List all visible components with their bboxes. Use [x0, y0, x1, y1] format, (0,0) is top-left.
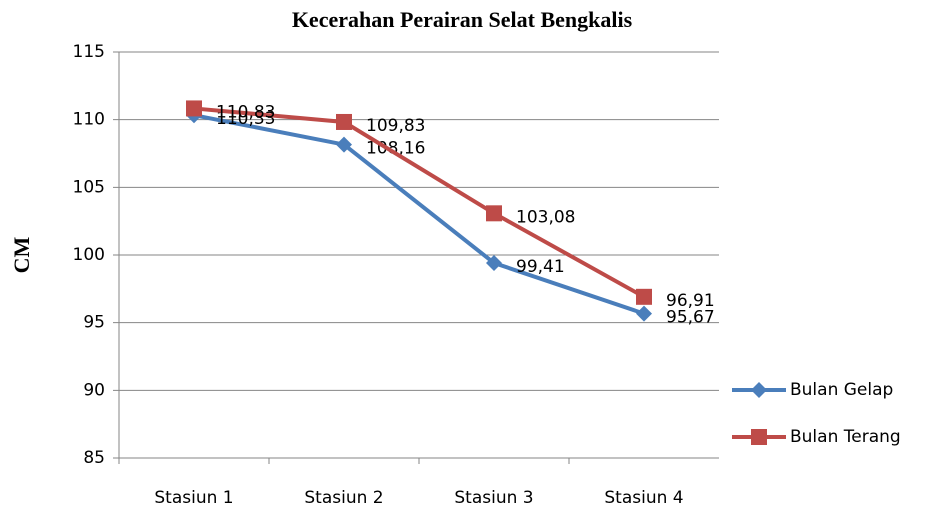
marker	[486, 254, 502, 271]
y-tick-label: 115	[73, 42, 105, 62]
data-label: 109,83	[366, 116, 425, 136]
y-tick-label: 90	[83, 380, 105, 400]
marker	[751, 429, 767, 445]
chart-title: Kecerahan Perairan Selat Bengkalis	[292, 7, 633, 32]
y-tick-label: 95	[83, 313, 105, 333]
line	[193, 106, 645, 299]
line	[193, 113, 645, 316]
y-tick-label: 105	[73, 177, 105, 197]
data-label: 95,67	[666, 308, 715, 328]
marker	[336, 136, 352, 153]
data-label: 110,83	[216, 102, 275, 122]
x-tick-label: Stasiun 1	[154, 488, 233, 508]
y-tick-label: 100	[73, 245, 105, 265]
marker	[486, 205, 502, 222]
data-label: 103,08	[516, 207, 575, 227]
x-tick-label: Stasiun 4	[604, 488, 683, 508]
y-tick-label: 110	[73, 110, 105, 130]
marker	[336, 113, 352, 130]
y-axis-label: CM	[9, 236, 34, 273]
marker	[186, 100, 202, 117]
legend-label: Bulan Gelap	[790, 380, 893, 400]
legend-label: Bulan Terang	[790, 427, 901, 447]
x-tick-label: Stasiun 2	[304, 488, 383, 508]
data-label: 96,91	[666, 291, 715, 311]
y-tick-label: 85	[83, 448, 105, 468]
x-tick-label: Stasiun 3	[454, 488, 533, 508]
marker	[751, 382, 767, 398]
data-label: 99,41	[516, 257, 565, 277]
marker	[636, 305, 652, 322]
marker	[636, 288, 652, 305]
